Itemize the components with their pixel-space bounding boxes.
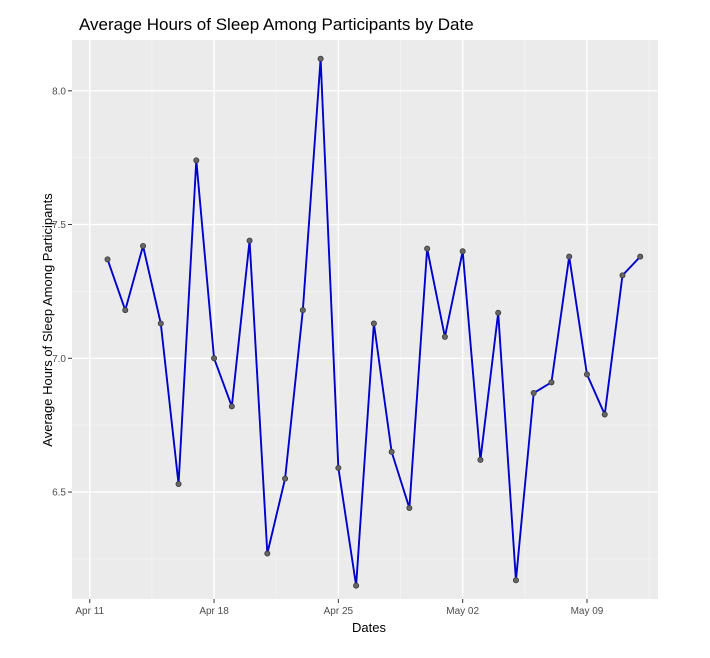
data-point	[140, 242, 147, 249]
data-point	[175, 480, 182, 487]
gridlines	[72, 40, 658, 599]
data-point	[211, 355, 218, 362]
x-tick-label: Apr 11	[75, 606, 104, 617]
x-tick-label: Apr 25	[324, 606, 354, 617]
data-point	[530, 390, 537, 397]
data-point	[512, 577, 519, 584]
data-point	[370, 320, 377, 327]
series-layer	[104, 55, 644, 589]
data-point	[353, 582, 360, 589]
data-point	[104, 256, 111, 263]
data-point	[583, 371, 590, 378]
y-tick-label: 7.0	[52, 354, 66, 365]
chart-title: Average Hours of Sleep Among Participant…	[79, 15, 474, 34]
data-point	[637, 253, 644, 260]
data-point	[157, 320, 164, 327]
data-point	[282, 475, 289, 482]
data-point	[406, 505, 413, 512]
data-point	[548, 379, 555, 386]
data-point	[424, 245, 431, 252]
x-tick-label: May 09	[571, 606, 604, 617]
data-point	[193, 157, 200, 164]
data-point	[477, 456, 484, 463]
data-point	[566, 253, 573, 260]
x-tick-label: May 02	[446, 606, 479, 617]
data-point	[299, 307, 306, 314]
data-point	[441, 333, 448, 340]
data-point	[317, 55, 324, 62]
x-tick-label: Apr 18	[199, 606, 229, 617]
data-point	[388, 448, 395, 455]
y-tick-label: 8.0	[52, 86, 66, 97]
data-point	[495, 309, 502, 316]
y-tick-label: 7.5	[52, 220, 66, 231]
data-point	[335, 464, 342, 471]
data-point	[122, 307, 129, 314]
y-tick-label: 6.5	[52, 488, 66, 499]
data-point	[619, 272, 626, 279]
y-axis-title: Average Hours of Sleep Among Participant…	[40, 193, 55, 447]
y-axis: 6.5 7.0 7.5 8.0	[52, 86, 72, 499]
data-point	[459, 248, 466, 255]
x-axis: Apr 11 Apr 18 Apr 25 May 02 May 09	[75, 599, 604, 617]
data-point	[246, 237, 253, 244]
data-point	[601, 411, 608, 418]
x-axis-title: Dates	[352, 620, 386, 635]
data-point	[264, 550, 271, 557]
data-point	[228, 403, 235, 410]
